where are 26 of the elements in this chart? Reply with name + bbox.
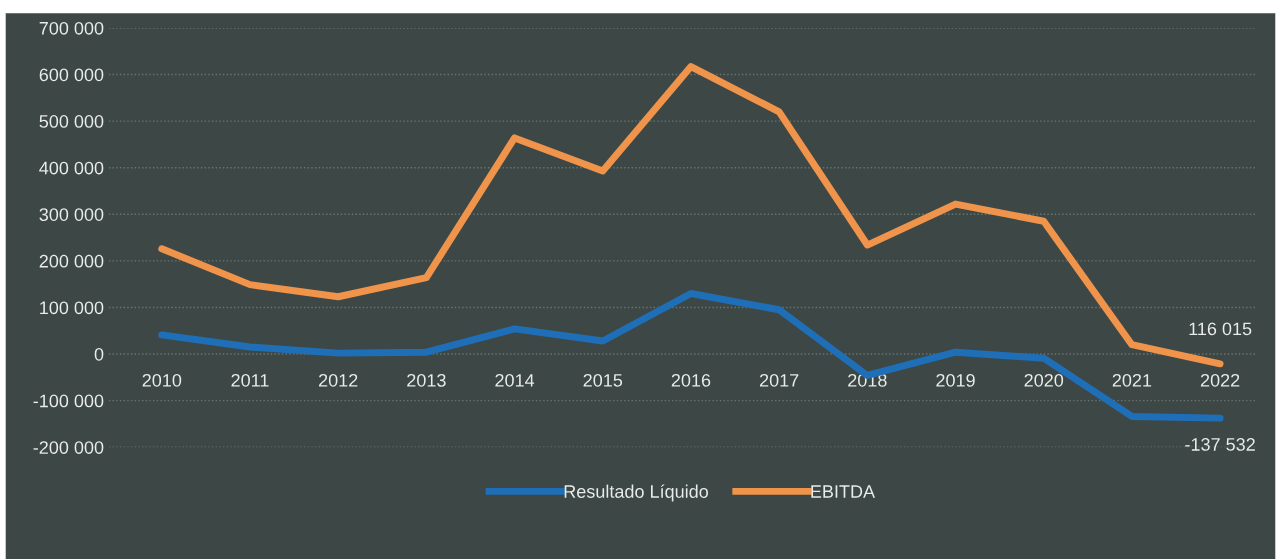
y-tick-label: 500 000 xyxy=(39,115,104,128)
x-tick-label: 2015 xyxy=(583,373,623,387)
legend-label: EBITDA xyxy=(811,485,876,498)
legend-label: Resultado Líquido xyxy=(564,484,709,502)
y-tick-label: -100 000 xyxy=(33,394,104,408)
y-tick-label: 400 000 xyxy=(39,161,104,175)
x-tick-label: 2012 xyxy=(319,373,358,387)
y-tick-label: 600 000 xyxy=(39,68,104,82)
x-tick-label: 2014 xyxy=(495,373,535,387)
x-tick-label: 2010 xyxy=(142,373,182,387)
x-tick-label: 2011 xyxy=(231,373,269,387)
annotation: 116 015 xyxy=(1189,322,1252,336)
y-tick-label: 300 000 xyxy=(39,208,104,221)
data-label: -137 532 xyxy=(1185,438,1255,451)
y-tick-label: 0 xyxy=(94,347,104,361)
x-tick-label: 2013 xyxy=(407,373,446,387)
x-tick-label: 2019 xyxy=(936,373,975,387)
y-tick-label: 100 000 xyxy=(40,301,104,315)
x-tick-label: 2021 xyxy=(1112,373,1152,387)
x-tick-label: 2020 xyxy=(1024,373,1064,387)
x-tick-label: 2016 xyxy=(671,373,711,387)
x-tick-label: 2017 xyxy=(759,373,799,387)
x-tick-label: 2022 xyxy=(1200,373,1240,387)
y-tick-label: 200 000 xyxy=(39,254,104,268)
y-tick-label: 700 000 xyxy=(39,21,104,35)
y-tick-label: -200 000 xyxy=(33,441,104,454)
